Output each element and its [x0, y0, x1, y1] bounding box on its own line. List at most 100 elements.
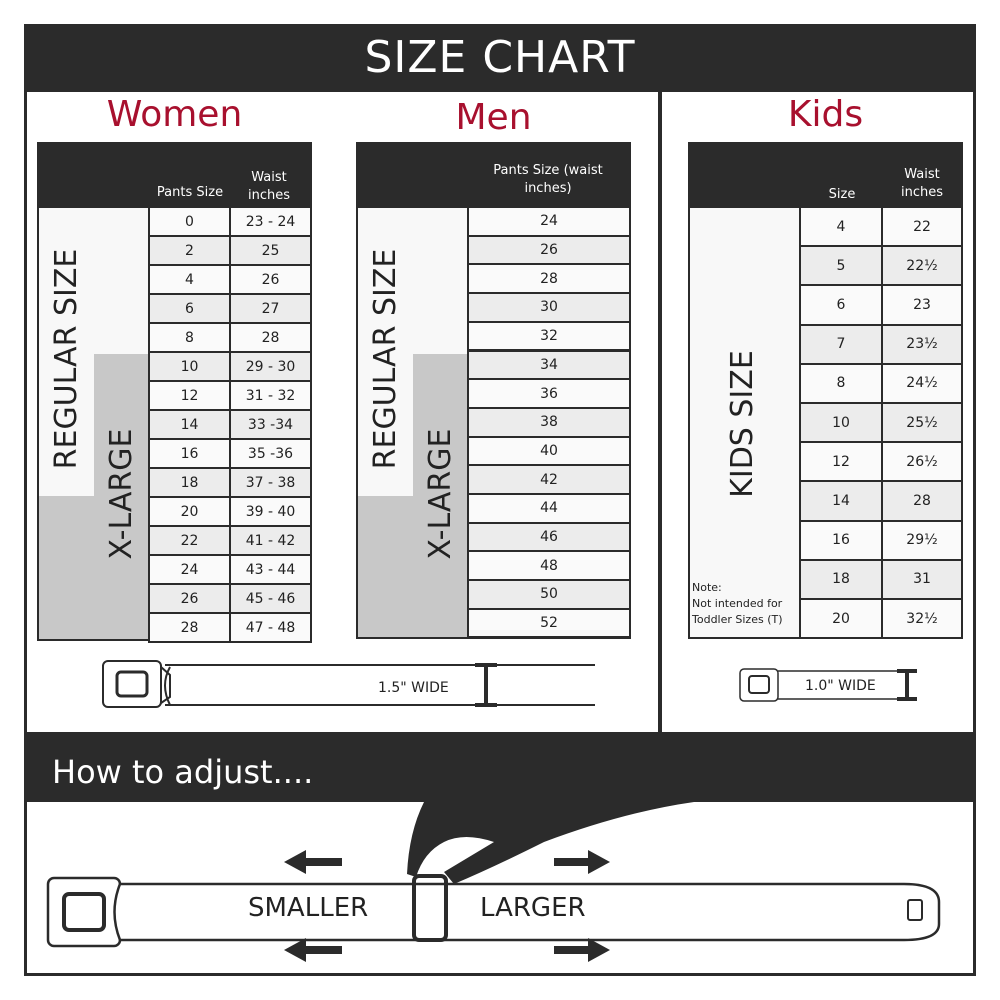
kids-region — [690, 208, 800, 637]
adult-belt-width-diagram — [102, 660, 595, 708]
kids-size-cell: 16 — [799, 519, 883, 561]
men-pants-size-cell: 24 — [467, 206, 631, 237]
men-xlarge-region-top — [413, 354, 467, 496]
women-pants-size-cell: 24 — [148, 554, 231, 585]
larger-label: LARGER — [480, 893, 586, 923]
men-pants-size-cell: 48 — [467, 550, 631, 582]
smaller-label: SMALLER — [248, 893, 369, 923]
arrow-right-bottom-icon — [554, 938, 610, 962]
kids-note-title: Note: — [692, 581, 722, 594]
kids-waist-cell: 23½ — [881, 323, 963, 365]
men-size-table: Pants Size (waist inches) REGULAR SIZE X… — [356, 142, 631, 639]
men-pants-size-cell: 40 — [467, 435, 631, 467]
women-pants-size-cell: 6 — [148, 293, 231, 324]
kids-waist-cell: 22½ — [881, 245, 963, 287]
women-pants-size-cell: 22 — [148, 525, 231, 556]
width-marker-icon — [475, 663, 497, 707]
belt-tip-icon — [907, 899, 923, 921]
women-waist-cell: 39 - 40 — [229, 496, 312, 527]
kids-waist-cell: 22 — [881, 206, 963, 248]
arrow-right-top-icon — [554, 850, 610, 874]
women-waist-cell: 28 — [229, 322, 312, 353]
men-pants-size-cell: 28 — [467, 263, 631, 295]
women-waist-cell: 37 - 38 — [229, 467, 312, 498]
kids-size-cell: 12 — [799, 441, 883, 483]
women-pants-size-cell: 8 — [148, 322, 231, 353]
women-pants-size-cell: 2 — [148, 235, 231, 266]
arrow-left-bottom-icon — [284, 938, 342, 962]
kids-size-label: KIDS SIZE — [725, 350, 760, 498]
belt-strap-icon — [113, 882, 941, 942]
women-xlarge-label: X-LARGE — [104, 428, 139, 560]
women-pants-size-cell: 16 — [148, 438, 231, 469]
men-pants-size-cell: 26 — [467, 234, 631, 266]
kids-size-cell: 10 — [799, 402, 883, 444]
kids-note: Note: Not intended for Toddler Sizes (T) — [692, 580, 800, 628]
women-title: Women — [106, 94, 243, 135]
women-waist-cell: 35 -36 — [229, 438, 312, 469]
kids-size-cell: 6 — [799, 284, 883, 326]
slider-loop-icon — [412, 874, 448, 942]
buckle-icon — [739, 668, 779, 702]
men-xlarge-label: X-LARGE — [423, 428, 458, 560]
kids-size-cell: 7 — [799, 323, 883, 365]
page-title: SIZE CHART — [24, 24, 976, 92]
women-pants-size-cell: 18 — [148, 467, 231, 498]
men-regular-label: REGULAR SIZE — [368, 248, 403, 470]
hand-icon — [407, 802, 694, 884]
men-header-pants: Pants Size (waist inches) — [493, 163, 603, 196]
women-pants-size-cell: 0 — [148, 206, 231, 237]
women-header-pants: Pants Size — [156, 185, 224, 200]
kids-size-cell: 5 — [799, 245, 883, 287]
kids-waist-cell: 25½ — [881, 402, 963, 444]
belt-strap-icon — [778, 670, 903, 700]
men-pants-size-cell: 44 — [467, 493, 631, 524]
women-waist-cell: 23 - 24 — [229, 206, 312, 237]
women-pants-size-cell: 28 — [148, 612, 231, 643]
kids-title: Kids — [787, 94, 864, 135]
how-to-adjust-title: How to adjust.... — [24, 732, 976, 802]
kids-header-size: Size — [828, 187, 856, 202]
arrow-left-top-icon — [284, 850, 342, 874]
men-pants-size-cell: 32 — [467, 320, 631, 352]
women-pants-size-cell: 4 — [148, 264, 231, 295]
women-pants-size-cell: 20 — [148, 496, 231, 527]
women-waist-cell: 29 - 30 — [229, 351, 312, 382]
women-regular-label: REGULAR SIZE — [49, 248, 84, 470]
kids-belt-width-diagram — [739, 668, 917, 702]
kids-waist-cell: 28 — [881, 480, 963, 522]
kids-waist-cell: 31 — [881, 558, 963, 600]
women-waist-cell: 33 -34 — [229, 409, 312, 440]
kids-size-cell: 8 — [799, 362, 883, 404]
men-pants-size-cell: 30 — [467, 292, 631, 323]
women-waist-cell: 27 — [229, 293, 312, 324]
men-title: Men — [455, 97, 532, 138]
women-xlarge-region — [39, 496, 148, 639]
men-pants-size-cell: 46 — [467, 521, 631, 553]
men-xlarge-region — [358, 496, 467, 637]
kids-size-cell: 14 — [799, 480, 883, 522]
kids-note-text: Not intended for Toddler Sizes (T) — [692, 597, 783, 626]
women-waist-cell: 41 - 42 — [229, 525, 312, 556]
kids-size-cell: 18 — [799, 558, 883, 600]
women-waist-cell: 43 - 44 — [229, 554, 312, 585]
adjust-diagram — [46, 802, 941, 962]
adult-belt-width: 1.5" WIDE — [378, 680, 449, 696]
kids-size-table: Size Waist inches KIDS SIZE Note: Not in… — [688, 142, 963, 640]
kids-size-cell: 4 — [799, 206, 883, 248]
women-pants-size-cell: 12 — [148, 380, 231, 411]
buckle-icon — [102, 660, 171, 708]
buckle-icon — [46, 876, 122, 948]
kids-waist-cell: 29½ — [881, 519, 963, 561]
belt-strap-icon — [164, 664, 595, 706]
women-xlarge-region-top — [94, 354, 148, 496]
women-header-waist: Waist inches — [247, 170, 290, 203]
men-pants-size-cell: 50 — [467, 579, 631, 610]
width-marker-icon — [897, 669, 917, 701]
women-pants-size-cell: 14 — [148, 409, 231, 440]
women-waist-cell: 31 - 32 — [229, 380, 312, 411]
men-pants-size-cell: 52 — [467, 607, 631, 639]
men-pants-size-cell: 34 — [467, 349, 631, 381]
kids-belt-width: 1.0" WIDE — [805, 678, 876, 694]
kids-size-cell: 20 — [799, 598, 883, 640]
